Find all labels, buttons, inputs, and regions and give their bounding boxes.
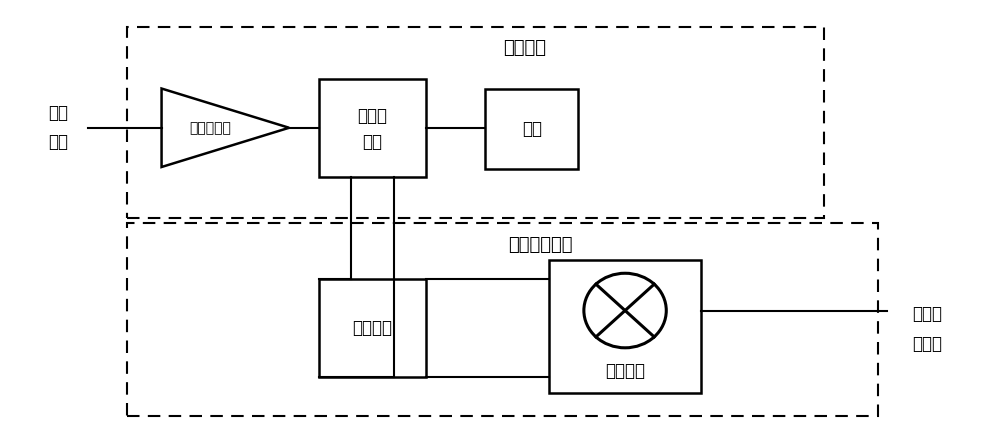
- Text: 射频: 射频: [49, 104, 69, 122]
- Text: 射频通道: 射频通道: [503, 39, 546, 57]
- Text: 射频放大器: 射频放大器: [189, 121, 231, 135]
- Text: 配器: 配器: [362, 134, 382, 152]
- Bar: [549, 260, 701, 392]
- Text: 匹配网络: 匹配网络: [352, 319, 392, 337]
- Text: 功率分: 功率分: [357, 107, 387, 125]
- Text: 平输出: 平输出: [912, 335, 942, 353]
- Bar: [485, 88, 578, 169]
- Bar: [127, 223, 878, 416]
- Text: 射频功率检测: 射频功率检测: [508, 236, 572, 254]
- Text: 检测电: 检测电: [912, 305, 942, 323]
- Text: 输入: 输入: [49, 134, 69, 152]
- Bar: [319, 79, 426, 177]
- Bar: [127, 27, 824, 218]
- Bar: [319, 279, 426, 377]
- Text: 负载: 负载: [522, 120, 542, 138]
- Text: 自混频器: 自混频器: [605, 362, 645, 380]
